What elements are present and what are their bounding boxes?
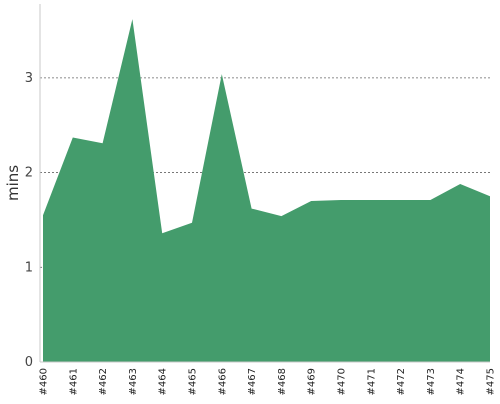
y-tick-labels: 0 1 2 3 xyxy=(25,71,33,370)
x-tick-label-465: #465 xyxy=(188,368,199,395)
y-tick-label-2: 2 xyxy=(25,166,33,181)
x-tick-label-461: #461 xyxy=(68,368,79,395)
axes xyxy=(39,4,490,363)
x-tick-label-470: #470 xyxy=(337,368,348,395)
x-tick-label-466: #466 xyxy=(217,368,228,395)
x-tick-label-474: #474 xyxy=(456,368,467,395)
series-area xyxy=(43,19,490,362)
x-tick-label-469: #469 xyxy=(307,368,318,395)
x-tick-label-472: #472 xyxy=(396,368,407,395)
y-tick-label-1: 1 xyxy=(25,260,33,275)
x-tick-label-471: #471 xyxy=(366,368,377,395)
y-tick-label-3: 3 xyxy=(25,71,33,86)
x-tick-label-460: #460 xyxy=(39,368,50,395)
x-tick-label-464: #464 xyxy=(158,368,169,395)
x-tick-label-467: #467 xyxy=(247,368,258,395)
x-tick-labels: #460 #461 #462 #463 #464 #465 #466 #467 #468 #469… xyxy=(39,368,497,395)
x-tick-label-468: #468 xyxy=(277,368,288,395)
x-tick-label-473: #473 xyxy=(426,368,437,395)
plot-area xyxy=(43,19,490,362)
x-tick-label-463: #463 xyxy=(128,368,139,395)
x-tick-label-475: #475 xyxy=(486,368,497,395)
y-tick-label-0: 0 xyxy=(25,355,33,370)
x-tick-label-462: #462 xyxy=(98,368,109,395)
y-axis-label: mins xyxy=(4,165,22,201)
